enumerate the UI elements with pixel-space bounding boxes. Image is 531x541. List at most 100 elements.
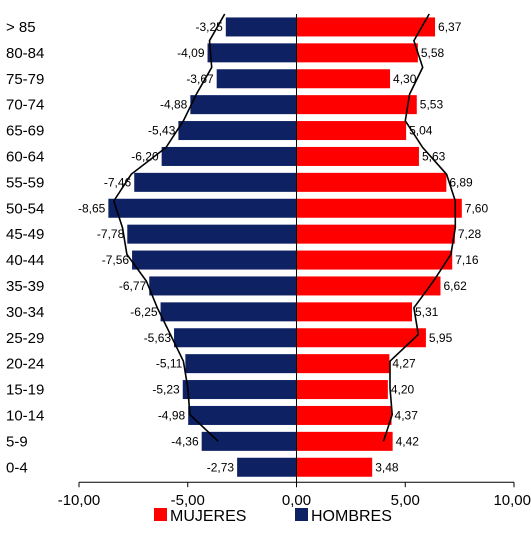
label-hombres-12: -5,63: [144, 331, 172, 345]
bar-mujeres-3: [296, 95, 417, 115]
bar-hombres-11: [160, 302, 297, 322]
value-labels-layer: -3,25 6,37 -4,09 5,58 -3,67 4,30 -4,88 5,53 -5,4…: [78, 20, 488, 474]
bar-mujeres-10: [296, 276, 441, 296]
label-hombres-17: -2,73: [207, 460, 235, 474]
label-mujeres-12: 5,95: [429, 331, 453, 345]
legend-swatch-0: [154, 508, 167, 521]
bar-hombres-12: [174, 328, 297, 348]
bar-mujeres-9: [296, 250, 453, 270]
bar-mujeres-16: [296, 431, 393, 451]
label-mujeres-7: 7,60: [465, 201, 489, 215]
bar-hombres-5: [161, 146, 297, 166]
x-tick-label-1: -5,00: [171, 492, 205, 509]
label-mujeres-0: 6,37: [438, 20, 462, 34]
bar-hombres-7: [108, 198, 297, 218]
comparison-line-hombres: [112, 13, 226, 442]
label-hombres-0: -3,25: [195, 20, 223, 34]
label-hombres-9: -7,56: [102, 253, 130, 267]
bar-hombres-0: [225, 17, 297, 37]
x-tick-label-3: 5,00: [391, 492, 420, 509]
bar-hombres-2: [216, 69, 297, 89]
legend: MUJERES HOMBRES: [154, 508, 392, 525]
label-hombres-16: -4,36: [171, 434, 199, 448]
bar-mujeres-6: [296, 172, 447, 192]
bar-mujeres-1: [296, 43, 418, 63]
legend-swatch-1: [295, 508, 308, 521]
legend-label-1: HOMBRES: [311, 508, 392, 525]
category-label-5: 60-64: [6, 148, 44, 165]
label-hombres-15: -4,98: [158, 408, 186, 422]
label-hombres-11: -6,25: [130, 305, 158, 319]
x-axis: -10,00 -5,00 0,00 5,00 10,00: [58, 14, 531, 509]
x-tick-label-4: 10,00: [493, 492, 531, 509]
bar-hombres-1: [207, 43, 297, 63]
bar-mujeres-0: [296, 17, 436, 37]
label-hombres-5: -6,20: [131, 149, 159, 163]
label-mujeres-15: 4,37: [395, 408, 419, 422]
bar-hombres-8: [127, 224, 297, 244]
bar-mujeres-11: [296, 302, 412, 322]
category-label-17: 0-4: [6, 459, 28, 476]
comparison-line-mujeres: [382, 13, 457, 442]
category-label-1: 80-84: [6, 45, 44, 62]
label-mujeres-10: 6,62: [443, 279, 467, 293]
bar-mujeres-4: [296, 121, 407, 141]
category-label-0: > 85: [6, 19, 36, 36]
x-tick-label-2: 0,00: [282, 492, 311, 509]
category-label-15: 10-14: [6, 407, 44, 424]
label-hombres-1: -4,09: [177, 46, 205, 60]
category-label-12: 25-29: [6, 330, 44, 347]
bar-hombres-6: [134, 172, 297, 192]
bar-mujeres-12: [296, 328, 426, 348]
bar-hombres-15: [188, 405, 297, 425]
label-hombres-3: -4,88: [160, 98, 188, 112]
category-labels-layer: > 85 80-84 75-79 70-74 65-69 60-64 55-59 50-54 4…: [6, 19, 44, 476]
label-mujeres-2: 4,30: [393, 72, 417, 86]
bar-hombres-16: [201, 431, 297, 451]
category-label-2: 75-79: [6, 71, 44, 88]
bar-hombres-10: [149, 276, 297, 296]
bar-hombres-17: [237, 457, 297, 477]
bar-mujeres-7: [296, 198, 462, 218]
category-label-8: 45-49: [6, 226, 44, 243]
label-mujeres-11: 5,31: [415, 305, 439, 319]
label-mujeres-13: 4,27: [392, 357, 416, 371]
label-hombres-2: -3,67: [186, 72, 214, 86]
legend-label-0: MUJERES: [170, 508, 246, 525]
label-hombres-7: -8,65: [78, 201, 106, 215]
category-label-10: 35-39: [6, 278, 44, 295]
category-label-4: 65-69: [6, 123, 44, 140]
label-hombres-6: -7,46: [104, 175, 132, 189]
bar-mujeres-15: [296, 405, 392, 425]
label-mujeres-8: 7,28: [458, 227, 482, 241]
category-label-13: 20-24: [6, 356, 44, 373]
bar-mujeres-14: [296, 380, 388, 400]
bar-mujeres-8: [296, 224, 455, 244]
bar-hombres-3: [190, 95, 297, 115]
bar-mujeres-2: [296, 69, 391, 89]
label-hombres-4: -5,43: [148, 124, 176, 138]
category-label-3: 70-74: [6, 97, 44, 114]
bar-mujeres-17: [296, 457, 373, 477]
label-hombres-13: -5,11: [156, 357, 183, 371]
label-mujeres-14: 4,20: [391, 383, 415, 397]
label-hombres-8: -7,78: [97, 227, 125, 241]
label-mujeres-3: 5,53: [420, 98, 444, 112]
bar-hombres-9: [132, 250, 297, 270]
bar-mujeres-5: [296, 146, 419, 166]
category-label-16: 5-9: [6, 433, 28, 450]
category-label-7: 50-54: [6, 200, 44, 217]
category-label-9: 40-44: [6, 252, 44, 269]
bars-layer: [108, 17, 462, 477]
label-mujeres-1: 5,58: [421, 46, 445, 60]
x-tick-label-0: -10,00: [58, 492, 101, 509]
label-mujeres-16: 4,42: [396, 434, 420, 448]
label-mujeres-6: 6,89: [449, 175, 473, 189]
bar-hombres-13: [185, 354, 297, 374]
category-label-6: 55-59: [6, 174, 44, 191]
label-mujeres-4: 5,04: [409, 124, 433, 138]
bar-hombres-4: [178, 121, 297, 141]
label-hombres-14: -5,23: [152, 383, 180, 397]
category-label-14: 15-19: [6, 382, 44, 399]
